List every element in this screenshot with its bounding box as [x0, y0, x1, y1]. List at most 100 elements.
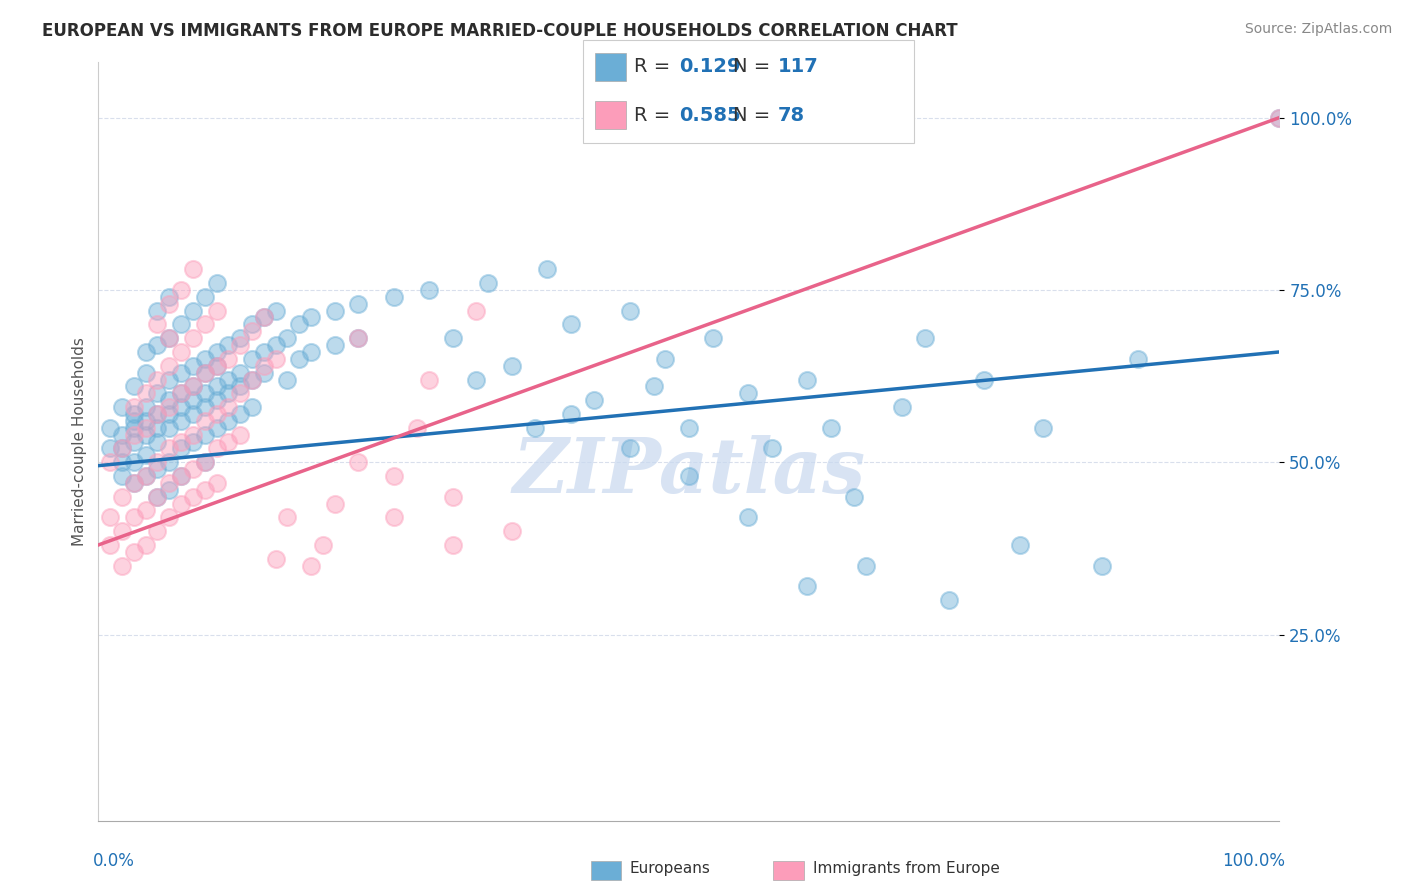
Point: [323, 338, 346, 352]
Text: 0.129: 0.129: [679, 57, 741, 77]
Point: [1032, 421, 1054, 435]
Point: [938, 593, 960, 607]
Point: [122, 510, 145, 524]
Point: [229, 407, 252, 421]
Text: R =: R =: [634, 57, 676, 77]
Point: [170, 414, 193, 428]
Point: [181, 331, 204, 345]
Point: [157, 407, 180, 421]
Point: [146, 338, 169, 352]
Point: [737, 386, 759, 401]
Point: [501, 524, 523, 538]
Point: [170, 386, 193, 401]
Point: [157, 455, 180, 469]
Point: [111, 469, 134, 483]
Point: [194, 318, 217, 332]
Point: [181, 393, 204, 408]
Text: 117: 117: [778, 57, 818, 77]
Text: 0.585: 0.585: [679, 105, 741, 125]
Point: [240, 372, 263, 386]
Point: [205, 359, 228, 373]
Point: [157, 510, 180, 524]
Point: [1268, 111, 1291, 125]
Point: [583, 393, 606, 408]
Point: [347, 331, 370, 345]
Point: [194, 400, 217, 414]
Point: [181, 427, 204, 442]
Point: [678, 421, 700, 435]
Point: [157, 290, 180, 304]
Point: [98, 538, 121, 552]
Point: [229, 338, 252, 352]
Point: [157, 421, 180, 435]
Point: [240, 318, 263, 332]
Point: [253, 359, 276, 373]
Point: [181, 379, 204, 393]
Point: [205, 359, 228, 373]
Text: R =: R =: [634, 105, 676, 125]
Point: [264, 338, 287, 352]
Text: 100.0%: 100.0%: [1222, 853, 1285, 871]
Point: [135, 414, 157, 428]
Point: [524, 421, 547, 435]
Point: [146, 386, 169, 401]
Point: [157, 331, 180, 345]
Point: [194, 290, 217, 304]
Point: [146, 407, 169, 421]
Point: [299, 558, 322, 573]
Point: [98, 442, 121, 456]
Text: Source: ZipAtlas.com: Source: ZipAtlas.com: [1244, 22, 1392, 37]
Point: [194, 455, 217, 469]
Point: [146, 490, 169, 504]
Point: [170, 469, 193, 483]
Point: [560, 318, 582, 332]
Point: [205, 379, 228, 393]
Y-axis label: Married-couple Households: Married-couple Households: [72, 337, 87, 546]
Point: [181, 434, 204, 449]
Point: [135, 421, 157, 435]
Point: [135, 448, 157, 462]
Point: [205, 407, 228, 421]
Text: Immigrants from Europe: Immigrants from Europe: [813, 862, 1000, 876]
Point: [217, 414, 239, 428]
Point: [194, 366, 217, 380]
Point: [288, 351, 311, 366]
Point: [146, 421, 169, 435]
Point: [323, 303, 346, 318]
Point: [170, 434, 193, 449]
Point: [217, 351, 239, 366]
Point: [253, 366, 276, 380]
Point: [157, 393, 180, 408]
Point: [229, 379, 252, 393]
Point: [276, 372, 298, 386]
Point: [194, 366, 217, 380]
Point: [619, 303, 641, 318]
Point: [855, 558, 877, 573]
Text: 78: 78: [778, 105, 804, 125]
Point: [122, 475, 145, 490]
Point: [111, 400, 134, 414]
Point: [796, 579, 818, 593]
Point: [253, 310, 276, 325]
Text: EUROPEAN VS IMMIGRANTS FROM EUROPE MARRIED-COUPLE HOUSEHOLDS CORRELATION CHART: EUROPEAN VS IMMIGRANTS FROM EUROPE MARRI…: [42, 22, 957, 40]
Point: [1126, 351, 1149, 366]
Point: [135, 345, 157, 359]
Point: [382, 290, 405, 304]
Point: [288, 318, 311, 332]
Point: [501, 359, 523, 373]
Point: [229, 366, 252, 380]
Point: [441, 538, 464, 552]
Point: [122, 475, 145, 490]
Point: [406, 421, 429, 435]
Point: [619, 442, 641, 456]
Point: [146, 318, 169, 332]
Point: [205, 345, 228, 359]
Point: [157, 331, 180, 345]
Point: [217, 400, 239, 414]
Point: [181, 407, 204, 421]
Point: [122, 421, 145, 435]
Point: [98, 510, 121, 524]
Text: N =: N =: [733, 57, 776, 77]
Point: [111, 490, 134, 504]
Point: [157, 475, 180, 490]
